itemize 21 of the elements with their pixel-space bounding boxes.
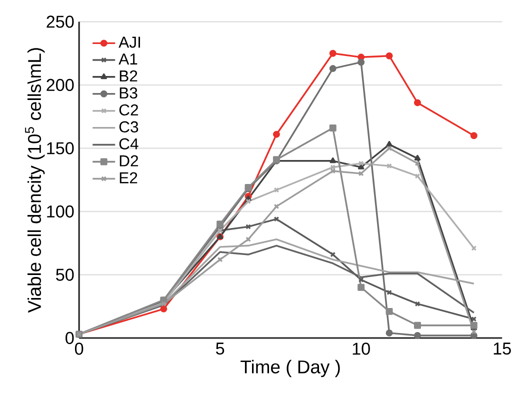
legend-label: C3	[119, 121, 138, 132]
y-tick-label: 250	[46, 16, 74, 28]
legend-label: C2	[119, 104, 138, 116]
legend-label: C4	[119, 138, 138, 150]
x-tick-label: 0	[74, 342, 84, 355]
x-tick-label: 5	[216, 342, 224, 354]
legend-label: B3	[120, 87, 138, 98]
legend-label: A1	[118, 53, 138, 64]
legend-label: E2	[120, 172, 138, 184]
legend-label: AJI	[118, 36, 140, 48]
x-tick-label: 15	[494, 342, 511, 354]
y-axis-title: Viable cell dencity (10$^{5}$ cells\mL)	[25, 48, 45, 313]
y-tick-label: 100	[47, 205, 74, 218]
legend-label: D2	[120, 155, 138, 166]
legend-label: B2	[120, 70, 138, 82]
y-tick-label: 200	[46, 78, 74, 91]
x-tick-label: 10	[352, 342, 370, 355]
y-tick-label: 150	[47, 142, 74, 154]
y-tick-label: 0	[66, 332, 74, 344]
x-axis-title: Time ( Day )	[240, 360, 340, 377]
y-tick-label: 50	[56, 268, 74, 281]
